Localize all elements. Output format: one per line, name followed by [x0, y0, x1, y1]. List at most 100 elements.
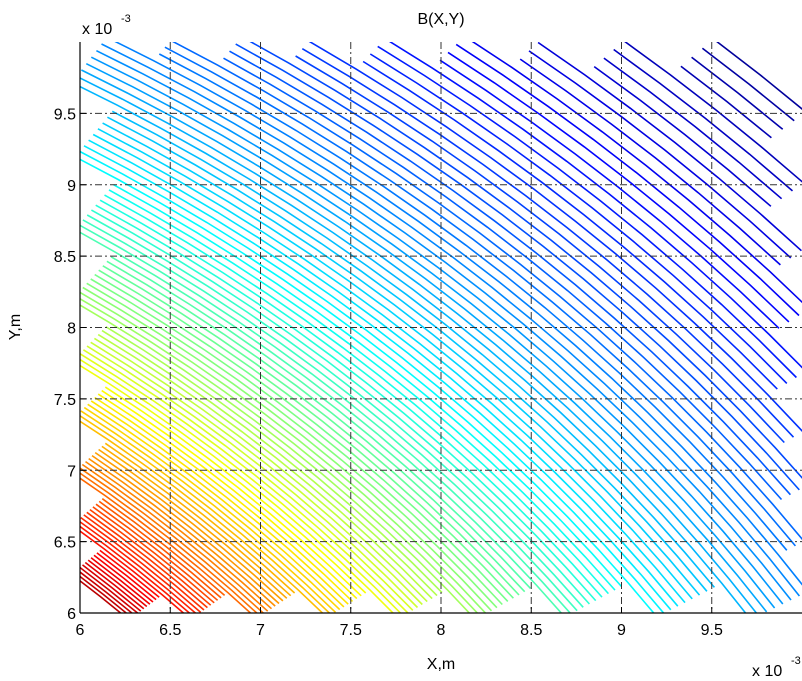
contour-level	[85, 62, 776, 609]
contour-level	[101, 329, 438, 597]
contour-level	[80, 414, 331, 613]
contour-level	[172, 42, 802, 541]
contour-level	[93, 337, 428, 603]
contour-level	[80, 530, 185, 613]
contour-level	[455, 43, 800, 317]
contour-level	[80, 571, 134, 613]
contour-level	[80, 575, 128, 613]
x-tick-label: 7	[256, 622, 265, 639]
contour-level	[80, 304, 471, 613]
contour-level	[369, 53, 788, 384]
contour-level	[91, 209, 590, 605]
contour-level	[97, 128, 693, 600]
contour-level	[80, 150, 665, 613]
contour-level	[82, 219, 578, 612]
contour-level	[388, 42, 802, 369]
contour-level	[80, 472, 258, 613]
x-tick-label: 7.5	[340, 622, 362, 639]
contour-level	[87, 559, 148, 608]
contour-level	[362, 60, 778, 390]
contour-level	[80, 358, 402, 613]
contour-lines	[80, 42, 802, 613]
contour-level	[691, 56, 784, 130]
y-tick-label: 8	[67, 321, 76, 338]
contour-level	[80, 297, 479, 613]
contour-level	[95, 503, 219, 601]
contour-level	[86, 345, 419, 609]
contour-level	[81, 463, 269, 612]
contour-level	[295, 55, 785, 444]
contour-level	[80, 352, 409, 613]
contour-level	[107, 116, 708, 592]
y-tick-label: 7	[67, 463, 76, 480]
y-exponent-base: x 10	[82, 21, 112, 38]
contour-level	[84, 561, 145, 610]
y-tick-label: 7.5	[54, 392, 76, 409]
contour-level	[537, 42, 802, 252]
contour-level	[98, 448, 288, 599]
contour-level	[86, 214, 584, 608]
y-tick-label: 6	[67, 606, 76, 623]
contour-level	[80, 566, 139, 613]
contour-level	[89, 508, 212, 606]
contour-level	[111, 110, 716, 588]
contour-level	[90, 400, 349, 605]
x-tick-label: 8	[437, 622, 446, 639]
contour-level	[81, 69, 768, 613]
contour-level	[593, 65, 772, 207]
contour-level	[108, 189, 616, 591]
contour-level	[613, 48, 794, 192]
y-tick-label: 9.5	[54, 106, 76, 123]
contour-level	[90, 278, 503, 606]
y-tick-label: 6.5	[54, 535, 76, 552]
contour-level	[101, 389, 362, 597]
y-axis-exponent: x 10 -3	[82, 13, 131, 38]
contour-level	[83, 406, 341, 611]
contour-level	[439, 59, 780, 329]
contour-level	[80, 579, 122, 613]
contour-level	[88, 457, 276, 607]
x-axis-exponent: x 10 -3	[752, 655, 801, 680]
contour-level	[86, 282, 498, 609]
contour-level	[82, 349, 414, 611]
contour-level	[96, 49, 792, 601]
contour-level	[80, 291, 487, 613]
contour-level	[104, 442, 296, 594]
contour-level	[80, 158, 655, 613]
contour-level	[94, 396, 354, 602]
contour-level	[113, 184, 623, 588]
x-tick-label: 9.5	[701, 622, 723, 639]
grid-lines	[80, 42, 802, 613]
contour-level	[104, 194, 609, 595]
contour-level	[223, 57, 783, 501]
contour-level	[80, 224, 572, 613]
contour-level	[90, 341, 423, 606]
contour-level	[94, 273, 509, 602]
contour-level	[90, 557, 151, 605]
contour-level	[87, 403, 345, 608]
contour-level	[80, 477, 252, 613]
x-exponent-base: x 10	[752, 663, 782, 680]
y-tick-label: 9	[67, 178, 76, 195]
x-axis-label: X,m	[427, 656, 455, 673]
contour-level	[82, 564, 142, 612]
contour-level	[97, 333, 433, 600]
axes	[79, 42, 802, 614]
contour-level	[88, 139, 679, 607]
contour-level	[93, 554, 154, 603]
x-tick-label: 8.5	[520, 622, 542, 639]
contour-level	[92, 133, 686, 604]
y-axis-label: Y,m	[7, 314, 24, 340]
contour-level	[83, 514, 205, 611]
contour-level	[80, 231, 563, 613]
y-tick-label: 8.5	[54, 249, 76, 266]
contour-level	[158, 53, 788, 551]
tick-labels: 6 6.5 7 7.5 8 8.5 9 9.5 6 6.5 7 7.5 8 8.5 9 9.5	[54, 106, 723, 639]
contour-level	[519, 58, 781, 266]
contour-level	[85, 460, 273, 610]
contour-level	[80, 467, 265, 613]
contour-level	[164, 46, 797, 547]
contour-level	[80, 525, 191, 613]
contour-level	[97, 393, 358, 600]
